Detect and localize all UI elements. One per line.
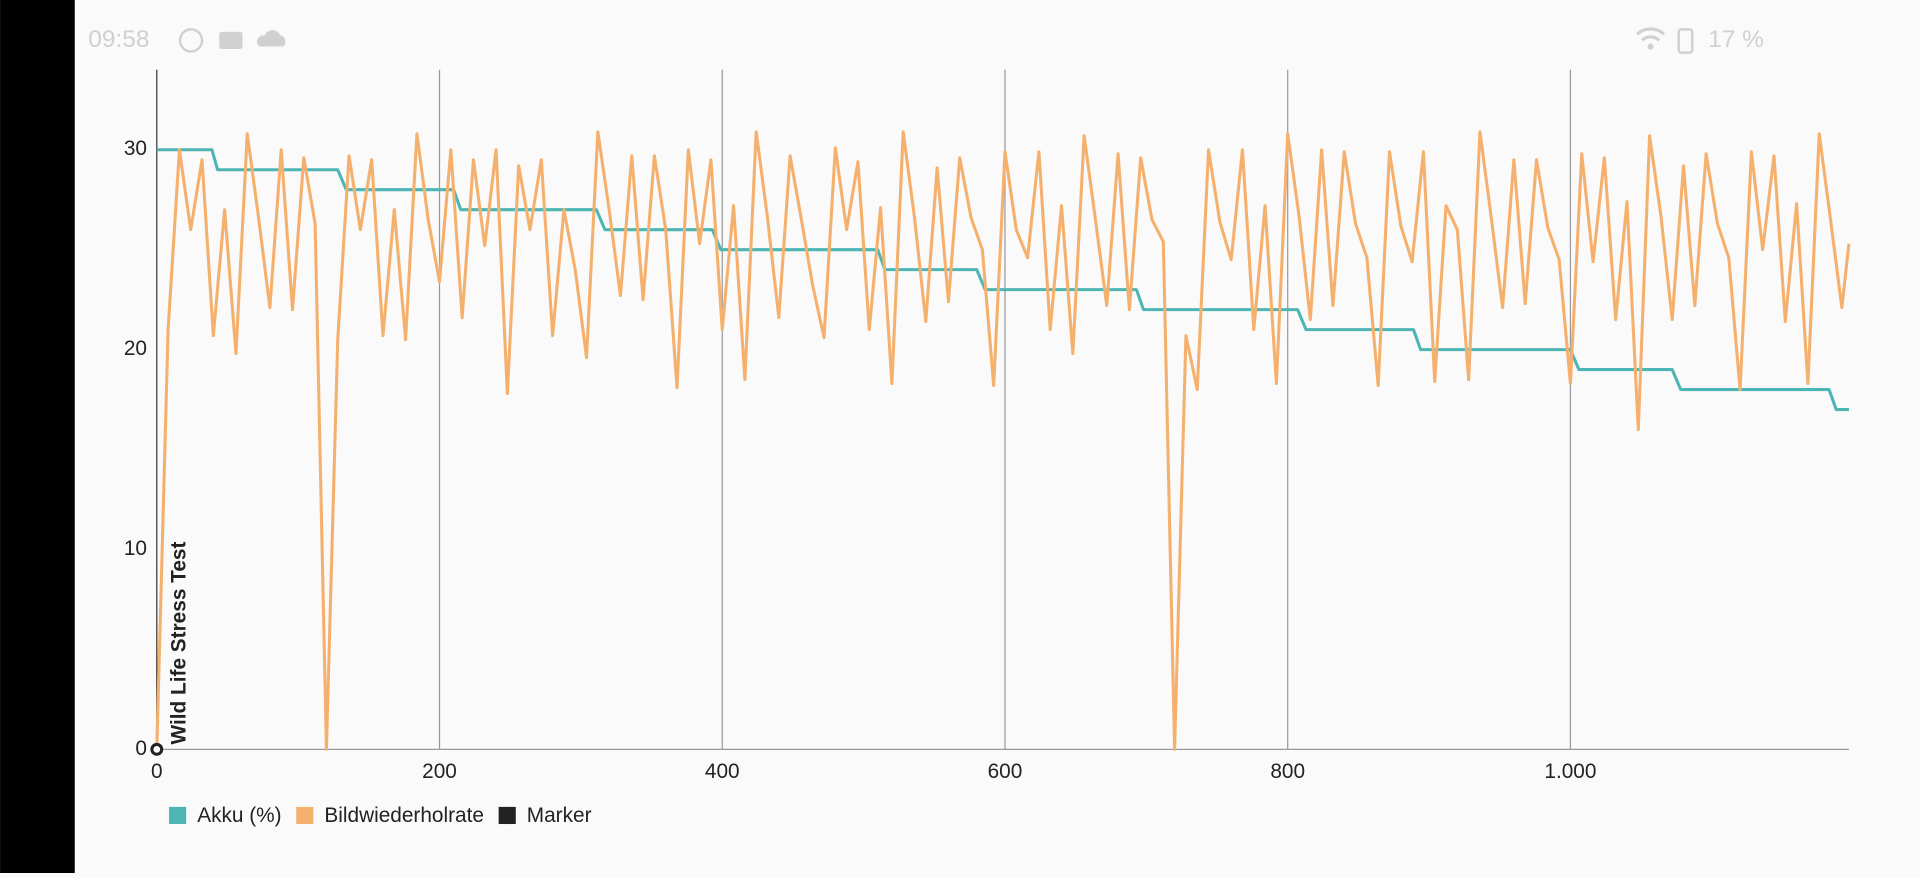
wifi-icon: [1636, 27, 1666, 42]
x-tick-label: 200: [422, 760, 457, 783]
status-time: 09:58: [88, 26, 149, 53]
y-tick-label: 0: [135, 737, 147, 760]
status-battery: 17 %: [1708, 26, 1764, 53]
left-bar: [0, 0, 75, 873]
annotation: Wild Life Stress Test: [168, 542, 191, 745]
status-icon: [178, 28, 204, 53]
legend-label: Akku (%): [197, 804, 281, 827]
series-line: [156, 148, 1849, 412]
legend-swatch: [169, 806, 187, 825]
series-line: [155, 130, 1851, 751]
status-icon: [219, 31, 243, 49]
battery-icon: [1677, 28, 1694, 54]
marker-point: [150, 742, 164, 756]
x-tick-label: 800: [1270, 760, 1305, 783]
x-tick-label: 600: [988, 760, 1023, 783]
status-icon: [256, 30, 286, 47]
wifi-icon: [1647, 43, 1654, 50]
legend-label: Marker: [527, 804, 592, 827]
y-tick-label: 30: [124, 137, 147, 160]
x-tick-label: 0: [151, 760, 163, 783]
y-tick-label: 10: [124, 537, 147, 560]
legend-swatch: [296, 806, 314, 825]
y-tick-label: 20: [124, 337, 147, 360]
legend-swatch: [498, 806, 516, 825]
legend-label: Bildwiederholrate: [324, 804, 484, 827]
x-tick-label: 1.000: [1544, 760, 1596, 783]
x-tick-label: 400: [705, 760, 740, 783]
